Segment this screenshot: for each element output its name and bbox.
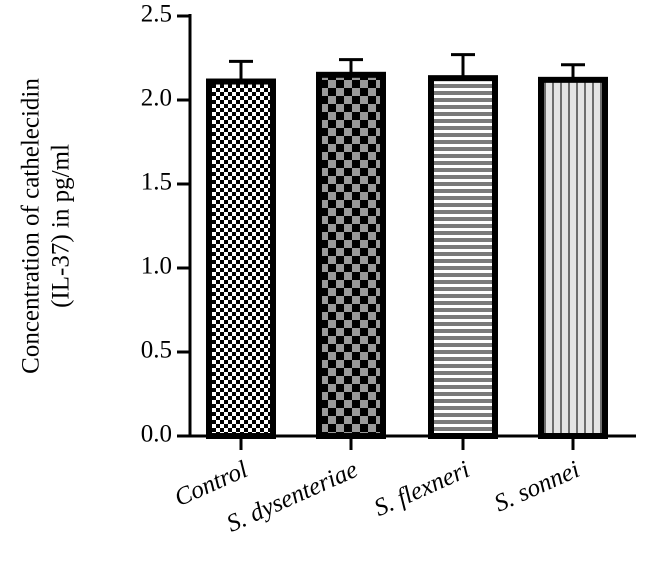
y-tick-label: 1.0 (141, 253, 172, 280)
y-tick-label: 0.0 (141, 421, 172, 448)
plot-area: Concentration of cathelecidin (IL-37) in … (18, 1, 636, 538)
x-category-label: Control (171, 456, 252, 512)
y-tick-label: 0.5 (141, 337, 172, 364)
bar-4 (538, 76, 608, 439)
x-category-label: S. flexneri (370, 456, 474, 522)
bar-3 (428, 75, 498, 439)
y-tick-label: 1.5 (141, 169, 172, 196)
y-axis-title-line-2: (IL-37) in pg/ml (48, 144, 75, 308)
bar-1 (206, 78, 276, 440)
y-tick-label: 2.0 (141, 85, 172, 112)
bar-2 (316, 71, 386, 440)
x-category-label: S. sonnei (490, 456, 583, 517)
y-tick-label: 2.5 (141, 1, 172, 28)
y-axis-title-line-1: Concentration of cathelecidin (18, 78, 45, 374)
